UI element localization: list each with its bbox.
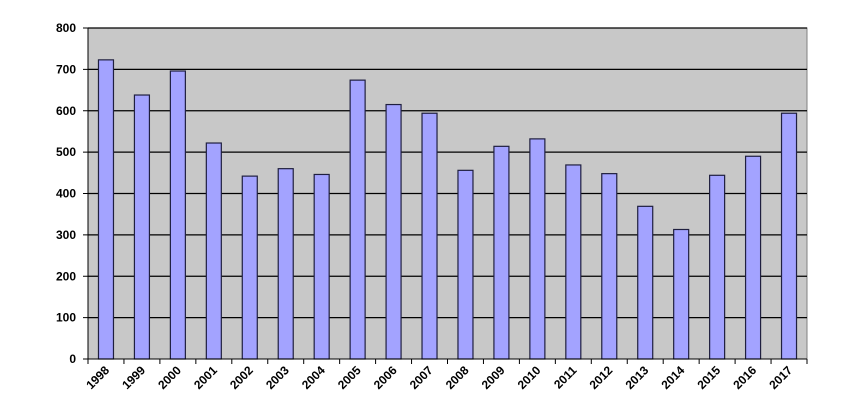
- y-tick-label: 800: [56, 21, 76, 35]
- y-tick-label: 0: [69, 352, 76, 366]
- bar-2002: [241, 175, 258, 360]
- y-tick-label: 500: [56, 145, 76, 159]
- bar-2000: [169, 70, 186, 360]
- bar-2006: [385, 103, 402, 360]
- y-tick-label: 600: [56, 104, 76, 118]
- bar-2015: [709, 174, 726, 360]
- x-tick-label: 2008: [443, 363, 472, 392]
- x-tick-label: 2015: [694, 363, 723, 392]
- bar-2012: [601, 173, 618, 360]
- x-tick-label: 2003: [263, 363, 292, 392]
- bars: [97, 59, 798, 360]
- x-tick-label: 2002: [227, 363, 256, 392]
- bar-2008: [457, 169, 474, 360]
- bar-2003: [277, 168, 294, 360]
- bar-2014: [673, 228, 690, 360]
- bar-2001: [205, 142, 222, 360]
- x-tick-label: 2010: [515, 363, 544, 392]
- x-tick-label: 2012: [587, 363, 616, 392]
- x-tick-label: 2013: [623, 363, 652, 392]
- y-tick-label: 100: [56, 311, 76, 325]
- x-axis-ticks: 1998 1999 2000 2001 2002 2003 2004 2005 2006 2007…: [83, 359, 808, 392]
- y-tick-label: 400: [56, 187, 76, 201]
- x-tick-label: 2016: [730, 363, 759, 392]
- y-tick-label: 300: [56, 228, 76, 242]
- x-tick-label: 2009: [479, 363, 508, 392]
- x-tick-label: 2017: [766, 363, 795, 392]
- x-tick-label: 1998: [83, 363, 112, 392]
- x-tick-label: 1999: [119, 363, 148, 392]
- bar-1999: [133, 94, 151, 360]
- y-tick-label: 200: [56, 269, 76, 283]
- x-tick-label: 2000: [155, 363, 184, 392]
- bar-2013: [637, 205, 654, 360]
- x-tick-label: 2001: [191, 363, 220, 392]
- bar-1998: [97, 59, 115, 360]
- bar-2005: [349, 79, 366, 360]
- x-tick-label: 2011: [551, 363, 580, 392]
- x-tick-label: 2014: [659, 363, 688, 392]
- bar-2017: [780, 112, 798, 360]
- bar-2009: [493, 145, 510, 360]
- x-tick-label: 2005: [335, 363, 364, 392]
- x-tick-label: 2006: [371, 363, 400, 392]
- x-tick-label: 2007: [407, 363, 436, 392]
- bar-2016: [744, 155, 762, 360]
- bar-2004: [313, 173, 330, 360]
- bar-2007: [421, 112, 438, 360]
- bar-2011: [565, 164, 582, 360]
- x-tick-label: 2004: [299, 363, 328, 392]
- y-tick-label: 700: [56, 62, 76, 76]
- bar-2010: [529, 138, 546, 360]
- y-axis-ticks: 0 100 200 300 400 500 600 700 800: [56, 21, 807, 366]
